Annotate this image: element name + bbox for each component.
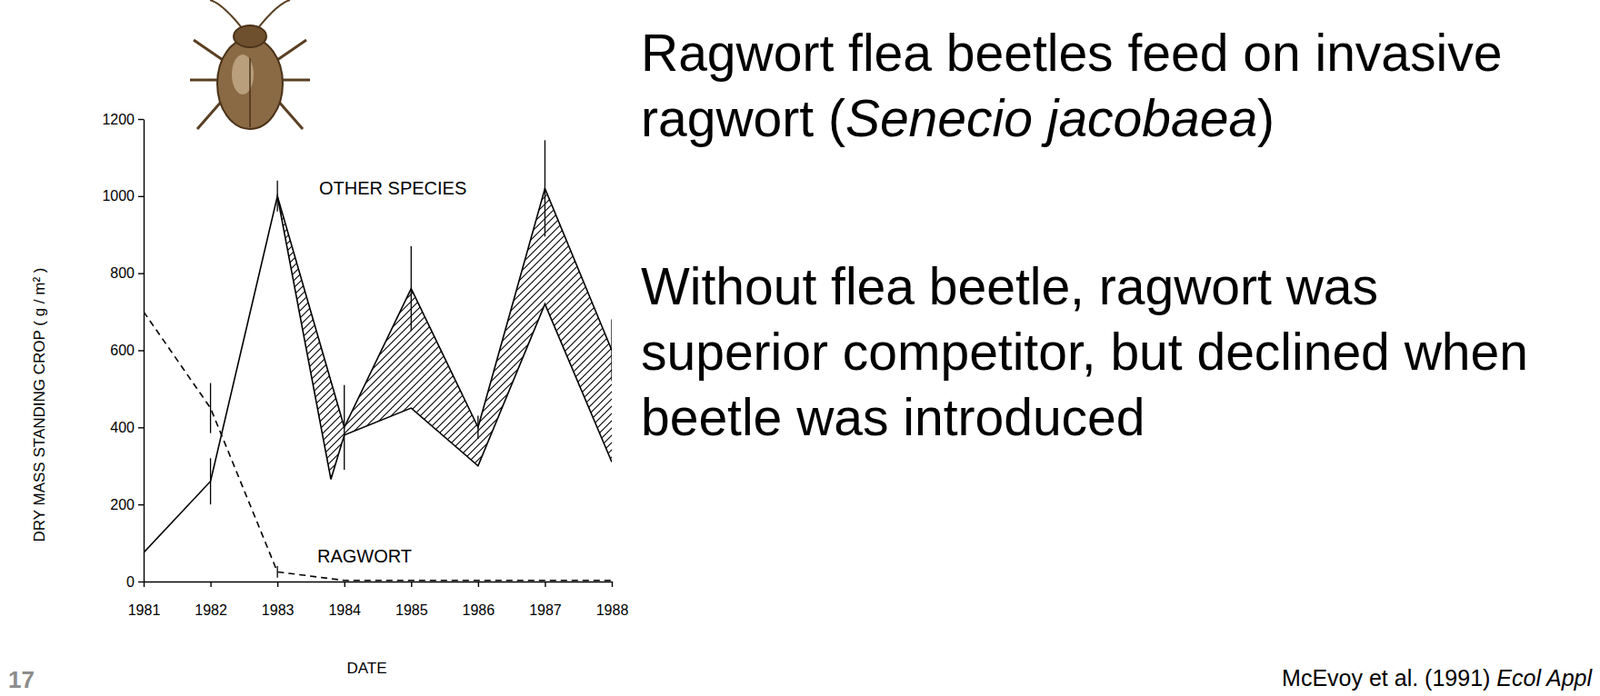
- x-tick-label: 1987: [529, 602, 562, 619]
- x-tick-mark: [210, 581, 211, 588]
- text-run: ragwort (: [640, 89, 846, 148]
- y-tick-label: 400: [110, 420, 135, 436]
- text-run: ): [1257, 89, 1275, 148]
- slide-text-line: ragwort (Senecio jacobaea): [640, 89, 1275, 148]
- text-run: superior competitor, but declined when: [640, 322, 1529, 381]
- y-axis-line: [143, 120, 145, 583]
- beetle-leg: [277, 40, 307, 60]
- y-axis: 0 200 400 600 800 1000 1200: [101, 111, 144, 590]
- beetle-seam: [249, 58, 251, 128]
- y-tick: 200: [110, 497, 144, 513]
- text-run: Ragwort flea beetles feed on invasive: [640, 23, 1502, 82]
- y-tick-label: 800: [110, 265, 135, 281]
- y-tick-mark: [138, 581, 144, 583]
- x-tick-label: 1983: [261, 602, 295, 619]
- x-tick: 1986: [462, 581, 496, 619]
- y-tick-mark: [138, 427, 144, 429]
- x-tick-label: 1985: [395, 602, 429, 619]
- error-bar: [610, 320, 612, 382]
- beetle-leg: [197, 100, 223, 130]
- series-label: RAGWORT: [317, 546, 412, 567]
- x-tick-mark: [277, 581, 279, 588]
- text-run: McEvoy et al. (1991): [1281, 665, 1497, 691]
- x-tick-label: 1984: [328, 602, 361, 619]
- x-axis-line: [144, 581, 613, 583]
- y-tick-label: 600: [110, 342, 135, 359]
- error-bar: [544, 140, 546, 237]
- error-bar: [343, 385, 345, 470]
- x-tick-label: 1982: [194, 602, 228, 619]
- slide-text-line: superior competitor, but declined when: [640, 322, 1529, 381]
- series-line: [277, 196, 612, 480]
- error-bar: [210, 458, 211, 505]
- x-tick-mark: [143, 581, 145, 588]
- x-tick: 1981: [128, 581, 161, 619]
- y-tick: 600: [110, 342, 144, 359]
- x-tick-mark: [611, 581, 613, 588]
- y-tick-label: 200: [110, 497, 135, 513]
- y-tick-mark: [138, 350, 144, 351]
- beetle-photo: [190, 0, 310, 130]
- slide-text-line: Without flea beetle, ragwort was: [640, 257, 1379, 316]
- text-run: Ecol Appl: [1496, 665, 1593, 691]
- x-tick-label: 1986: [462, 602, 496, 619]
- y-tick-label: 1000: [101, 188, 135, 204]
- y-tick-mark: [138, 196, 144, 198]
- citation: McEvoy et al. (1991) Ecol Appl: [1281, 665, 1593, 691]
- y-tick: 400: [110, 420, 144, 436]
- x-tick: 1984: [328, 581, 361, 619]
- x-tick: 1982: [194, 581, 228, 619]
- error-bar: [276, 566, 278, 579]
- x-tick-label: 1988: [596, 602, 630, 619]
- slide-number: 17: [8, 666, 35, 694]
- text-run: beetle was introduced: [640, 388, 1146, 447]
- x-axis-title: DATE: [346, 660, 387, 678]
- x-tick-mark: [544, 581, 546, 588]
- beetle-leg: [280, 79, 310, 82]
- y-tick-label: 0: [126, 574, 135, 590]
- y-tick: 800: [110, 265, 144, 281]
- x-tick: 1987: [529, 581, 562, 619]
- y-tick-mark: [138, 119, 144, 120]
- slide-text-line: beetle was introduced: [640, 388, 1146, 447]
- x-tick: 1985: [395, 581, 429, 619]
- series-label: OTHER SPECIES: [319, 178, 467, 199]
- slide-text-line: Ragwort flea beetles feed on invasive: [640, 23, 1502, 82]
- text-run: Without flea beetle, ragwort was: [640, 257, 1379, 316]
- x-tick: 1983: [261, 581, 295, 619]
- y-tick-label: 1200: [101, 111, 135, 128]
- error-bar: [210, 383, 211, 434]
- y-axis-title: DRY MASS STANDING CROP ( g / m² ): [30, 268, 49, 543]
- x-tick-mark: [410, 581, 412, 588]
- beetle-leg: [277, 100, 303, 130]
- y-tick: 1200: [101, 111, 144, 128]
- x-tick: 1988: [596, 581, 630, 619]
- error-bar: [477, 416, 479, 440]
- beetle-body: [217, 38, 283, 130]
- y-tick: 1000: [101, 188, 144, 204]
- y-tick-mark: [138, 272, 144, 274]
- beetle-leg: [190, 79, 220, 82]
- x-tick-mark: [344, 581, 346, 588]
- y-tick: 0: [126, 574, 144, 590]
- y-tick-mark: [138, 504, 144, 506]
- x-tick-label: 1981: [128, 602, 161, 619]
- x-axis: 1981 1982 1983 1984 1985 1986 1987 1988: [128, 581, 630, 619]
- hatched-band: [277, 188, 612, 480]
- series-line: [143, 311, 612, 581]
- slide: 0200400600800100012001981198219831984198…: [0, 0, 1600, 696]
- beetle-leg: [193, 40, 223, 60]
- beetle-head: [233, 25, 267, 48]
- error-bar: [410, 246, 412, 331]
- plot-area: [143, 140, 612, 580]
- x-tick-mark: [478, 581, 480, 588]
- series-line: [143, 188, 612, 553]
- text-run: Senecio jacobaea: [845, 89, 1258, 148]
